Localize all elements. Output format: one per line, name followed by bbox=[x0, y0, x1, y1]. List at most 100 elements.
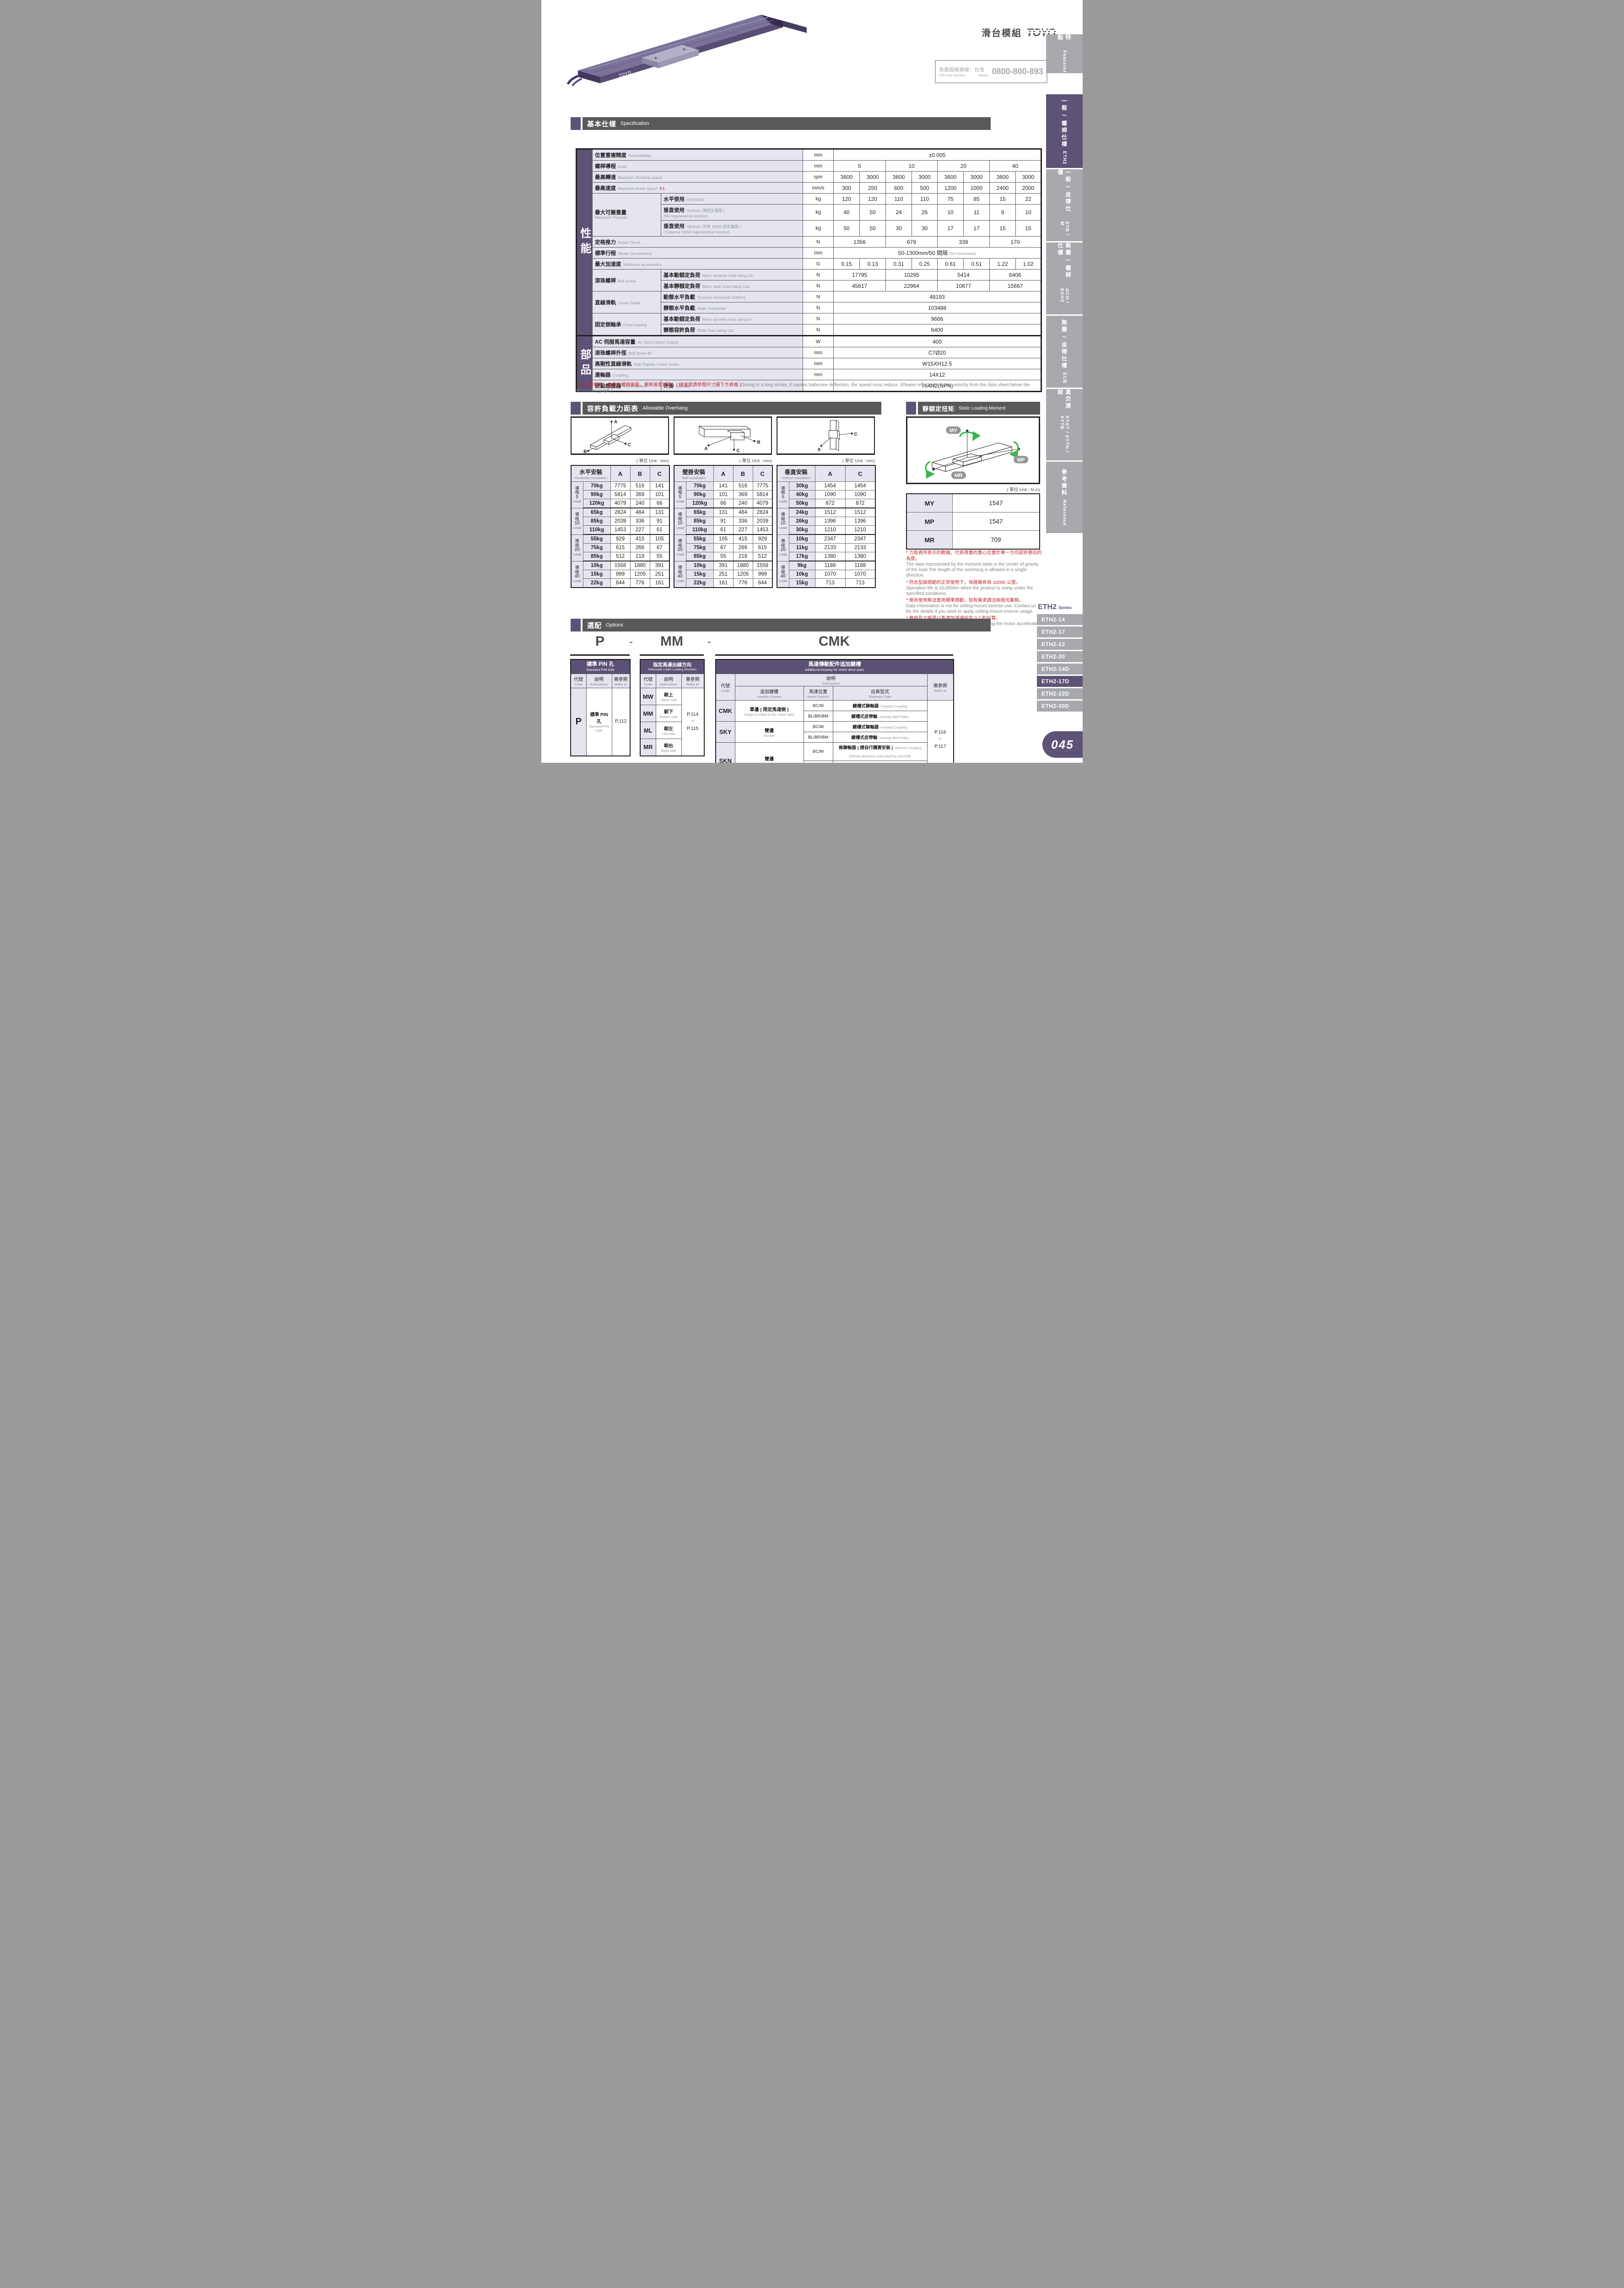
unit-note-mm: ( 單位 Unit : mm) bbox=[636, 459, 669, 464]
shipment-type: 無馬達端皮帶輪 ( 請自行購買安裝 ) Without Belt Pulley(… bbox=[832, 760, 928, 763]
col-header: B bbox=[733, 465, 753, 482]
tollfree-labels: 免費服務專線：台灣 Toll-Free Number Taiwan bbox=[939, 66, 988, 77]
spec-value: 10 bbox=[937, 204, 964, 221]
subrow-label: 外掛 Outside bbox=[661, 380, 803, 392]
group-label-ballscrew: 滾珠螺桿 Ball screw bbox=[592, 269, 661, 291]
subrow-label: 基本動額定負荷 Basic dynamic load rating Ca bbox=[661, 269, 803, 281]
sidebar-tab-eth2[interactable]: 一般 / 螺桿仕樣 ETH2 bbox=[1046, 94, 1083, 168]
option-refer: P.116 ~ P.117 bbox=[927, 700, 954, 763]
sidebar-tab-reference[interactable]: 參考資料 Reference bbox=[1046, 462, 1083, 533]
table-header-row: 追加鍵槽 Keyway Groove 馬達位置 Motor Position 出貨型… bbox=[716, 686, 954, 701]
tollfree-label-en: Toll-Free Number bbox=[939, 73, 966, 77]
wall-mount-illustration: A B C bbox=[699, 426, 761, 453]
spec-value: 15667 bbox=[989, 280, 1041, 291]
option-code: MR bbox=[640, 739, 656, 756]
code-underline bbox=[715, 654, 953, 656]
spec-value: 3000 bbox=[1015, 171, 1041, 183]
spec-value: 17 bbox=[963, 220, 990, 237]
lead-group: 導程 40 Lead bbox=[571, 561, 583, 588]
option-code: MW bbox=[640, 688, 656, 705]
table-row: 10kg 1070 1070 bbox=[777, 570, 876, 579]
tab-label-en: Features bbox=[1062, 50, 1067, 73]
section-title-cn: 靜額定扭矩 bbox=[923, 405, 955, 412]
table-row: 標準行程 Stroke (increments) mm 50-1300mm/50… bbox=[577, 247, 1041, 259]
series-item-eth2-14[interactable]: ETH2-14 bbox=[1037, 614, 1083, 625]
spec-value: 11 bbox=[963, 204, 990, 221]
table-row: 導程 20 Lead 10kg 2347 2347 bbox=[777, 534, 876, 561]
spec-value: 10295 bbox=[885, 269, 938, 281]
spec-value: 2000 bbox=[1015, 182, 1041, 194]
row-label: 最大加速度 Maximum acceleration bbox=[592, 258, 803, 270]
section-header-specification: 基本仕樣 Specification bbox=[571, 117, 991, 130]
sidebar-tab-ecb[interactable]: 無塵 / 皮帶仕樣 ECB bbox=[1046, 316, 1083, 388]
series-item-eth2-14d[interactable]: ETH2-14D bbox=[1037, 664, 1083, 675]
series-title: ETH2 Series bbox=[1038, 603, 1072, 611]
tab-label-cn: 一般 / 皮帶仕樣 bbox=[1057, 169, 1071, 213]
row-label: AC 伺服馬達容量 AC Servo Motor Output bbox=[592, 335, 803, 347]
series-item-eth2-17[interactable]: ETH2-17 bbox=[1037, 626, 1083, 637]
unit: W bbox=[803, 335, 834, 347]
catalog-page: TOYO 滑台模組 TOYO 免費服務專線：台灣 Toll-Free Numbe… bbox=[541, 0, 1083, 763]
sidebar-tab-features[interactable]: 特點 Features bbox=[1046, 34, 1083, 73]
tab-label-cn: 無塵 / 螺桿仕樣 bbox=[1057, 243, 1071, 279]
row-label: 最高轉速 Maximum Rotating speed bbox=[592, 171, 803, 183]
sidebar-tab-etb-m[interactable]: 一般 / 皮帶仕樣 ETB / M bbox=[1046, 169, 1083, 241]
svg-text:C: C bbox=[628, 442, 631, 448]
specification-table: 性能 位置重複精度 Repeatability mm ±0.005 螺桿導程 L… bbox=[576, 148, 1042, 392]
spec-value: 6406 bbox=[989, 269, 1041, 281]
spec-value: 110 bbox=[912, 193, 938, 205]
spec-value: 22964 bbox=[885, 280, 938, 291]
subrow-label: 垂直使用 Vertical ( 無回生電阻 ) (No regenerative … bbox=[661, 204, 803, 221]
spec-value: 3000 bbox=[859, 171, 886, 183]
option-code: CMK bbox=[715, 700, 735, 722]
motor-position: BC/M bbox=[803, 742, 833, 761]
note-en: Data information is not for ceiling-moun… bbox=[906, 603, 1036, 615]
spec-value: 110 bbox=[885, 193, 912, 205]
spec-value: 120 bbox=[833, 193, 860, 205]
table-row: 17kg 1380 1380 bbox=[777, 552, 876, 561]
table-row: 85kg 2039 336 91 bbox=[571, 517, 670, 526]
tollfree-label-cn: 免費服務專線：台灣 bbox=[939, 67, 984, 73]
group-label-payload: 最大可搬重量 Maximum Payload bbox=[592, 193, 661, 237]
row-label: 標準行程 Stroke (increments) bbox=[592, 247, 803, 259]
option-instruction: 標準 PIN 孔 Standard PIN hole bbox=[586, 688, 612, 756]
spec-value: 9 bbox=[989, 204, 1016, 221]
series-item-eth2-17d[interactable]: ETH2-17D bbox=[1037, 676, 1083, 687]
spec-value: 26 bbox=[912, 204, 938, 221]
col-header: C bbox=[845, 465, 876, 482]
note-en: Operation life is 10,000km when the prod… bbox=[906, 585, 1033, 596]
spec-value: 15 bbox=[989, 220, 1016, 237]
subrow-label: 水平使用 Horizontal bbox=[661, 193, 803, 205]
tab-label-cn: 直交連結 bbox=[1057, 389, 1071, 410]
series-item-eth2-22d[interactable]: ETH2-22D bbox=[1037, 688, 1083, 699]
table-row: 導程 5 Lead 70kg 7775 516 141 bbox=[571, 481, 670, 508]
series-item-eth2-22[interactable]: ETH2-22 bbox=[1037, 639, 1083, 650]
spec-value: 50 bbox=[859, 220, 886, 237]
tab-label-en: GCH / ECH2 bbox=[1059, 288, 1069, 303]
sidebar-tab-xy[interactable]: 直交連結 XYGT / XYTH / XYTB bbox=[1046, 389, 1083, 460]
option-table-title: 指定馬達出線方向 Selectable Cable Leading Directi… bbox=[640, 659, 705, 674]
lead-group: 導程 10 Lead bbox=[674, 507, 686, 535]
series-item-eth2-30d[interactable]: ETH2-30D bbox=[1037, 701, 1083, 712]
series-item-eth2-30[interactable]: ETH2-30 bbox=[1037, 651, 1083, 662]
unit: N bbox=[803, 302, 834, 313]
spec-value: 2400 bbox=[989, 182, 1016, 194]
sidebar-tab-gch-ech2[interactable]: 無塵 / 螺桿仕樣 GCH / ECH2 bbox=[1046, 243, 1083, 314]
overhang-table-horizontal: 水平安裝 Horizontal Installation A B C 導程 5 Lea… bbox=[571, 465, 670, 588]
table-row: 26kg 1396 1396 bbox=[777, 517, 876, 526]
option-instruction: 朝上 Upper side bbox=[655, 688, 682, 705]
spec-value: 5414 bbox=[937, 269, 990, 281]
table-row: 部品 AC 伺服馬達容量 AC Servo Motor Output W 400 bbox=[576, 335, 1041, 392]
table-row: 最高轉速 Maximum Rotating speed rpm 3600 3000… bbox=[577, 171, 1041, 183]
horizontal-mount-illustration: A C B bbox=[583, 420, 631, 454]
col-header: C bbox=[752, 465, 773, 482]
note-cn: * 符合型錄規範的正常使用下，保證壽命為 10000 公里。 bbox=[906, 580, 1021, 585]
section-title-cn: 基本仕樣 bbox=[587, 120, 617, 128]
table-row: 15kg 713 713 bbox=[777, 578, 876, 588]
lead-group: 導程 10 Lead bbox=[777, 507, 789, 535]
spec-value: 0.25 bbox=[912, 258, 938, 270]
spec-value: 3600 bbox=[937, 171, 964, 183]
unit: N bbox=[803, 236, 834, 248]
moment-axes-illustration: MY MP MR bbox=[925, 426, 1029, 479]
col-header: C bbox=[649, 465, 670, 482]
